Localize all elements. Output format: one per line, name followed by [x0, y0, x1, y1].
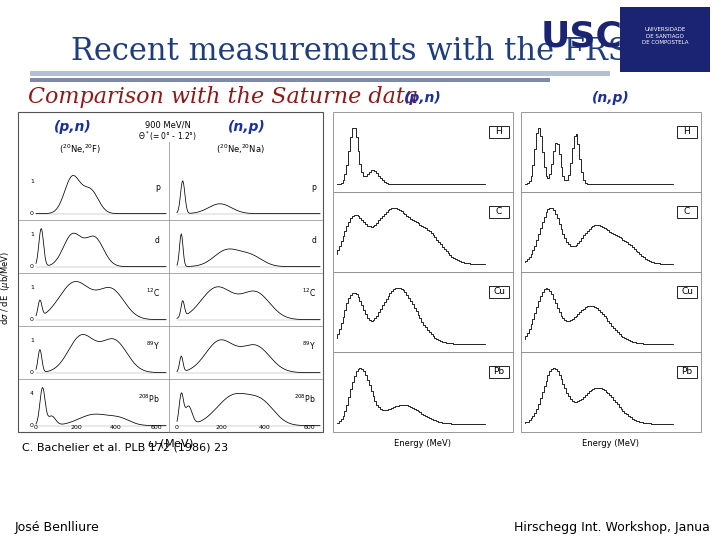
- Text: 0: 0: [30, 370, 34, 375]
- Text: Energy (MeV): Energy (MeV): [395, 440, 451, 449]
- Text: 1: 1: [30, 338, 34, 343]
- Text: Comparison with the Saturne data: Comparison with the Saturne data: [28, 86, 418, 108]
- Text: C: C: [496, 207, 502, 217]
- Text: 400: 400: [110, 425, 122, 430]
- Text: p: p: [311, 183, 316, 192]
- Text: C. Bachelier et al. PLB 172 (1986) 23: C. Bachelier et al. PLB 172 (1986) 23: [22, 442, 228, 452]
- Text: $^{208}$Pb: $^{208}$Pb: [294, 393, 316, 406]
- Bar: [489, 366, 509, 378]
- Bar: [521, 112, 701, 192]
- Text: $^{89}$Y: $^{89}$Y: [302, 340, 316, 352]
- Text: $^{89}$Y: $^{89}$Y: [146, 340, 160, 352]
- Bar: [30, 71, 610, 76]
- Text: 600: 600: [150, 425, 162, 430]
- Bar: [677, 206, 697, 218]
- Text: C: C: [684, 207, 690, 217]
- Text: $^{12}$C: $^{12}$C: [146, 287, 160, 299]
- Text: 1: 1: [30, 179, 34, 184]
- Text: p: p: [155, 183, 160, 192]
- Text: José Benlliure: José Benlliure: [15, 522, 100, 535]
- Text: 0: 0: [30, 423, 34, 428]
- Bar: [30, 78, 550, 82]
- Text: Cu: Cu: [681, 287, 693, 296]
- Bar: [521, 192, 701, 272]
- Text: $^{208}$Pb: $^{208}$Pb: [138, 393, 160, 406]
- Bar: [489, 126, 509, 138]
- Text: 4: 4: [30, 391, 34, 396]
- Bar: [677, 286, 697, 298]
- Text: 200: 200: [70, 425, 82, 430]
- Bar: [677, 126, 697, 138]
- Text: d: d: [155, 235, 160, 245]
- Text: 200: 200: [215, 425, 227, 430]
- Text: 600: 600: [303, 425, 315, 430]
- Text: ($^{20}$Ne,$^{20}$F): ($^{20}$Ne,$^{20}$F): [59, 143, 101, 156]
- Bar: [489, 286, 509, 298]
- Text: (n,p): (n,p): [228, 120, 266, 134]
- Text: 1: 1: [30, 232, 34, 237]
- Text: $\Theta^*$(= 0° - 1.2°): $\Theta^*$(= 0° - 1.2°): [138, 129, 197, 143]
- Text: 1: 1: [30, 285, 34, 289]
- Text: Recent measurements with the FRS: Recent measurements with the FRS: [71, 37, 629, 68]
- Text: Pb: Pb: [493, 368, 505, 376]
- Text: 0: 0: [175, 425, 179, 430]
- Text: d$\sigma$ / dE  ($\mu$b/MeV): d$\sigma$ / dE ($\mu$b/MeV): [0, 251, 12, 325]
- Bar: [333, 112, 513, 192]
- Text: 900 MeV/N: 900 MeV/N: [145, 120, 190, 130]
- Text: 0: 0: [30, 211, 34, 216]
- Text: 0: 0: [34, 425, 38, 430]
- Text: H: H: [495, 127, 503, 137]
- Bar: [333, 352, 513, 432]
- Text: ($^{20}$Ne,$^{20}$Na): ($^{20}$Ne,$^{20}$Na): [216, 143, 265, 156]
- Text: 0: 0: [30, 264, 34, 269]
- Text: 0: 0: [30, 317, 34, 322]
- Text: d: d: [311, 235, 316, 245]
- Text: Pb: Pb: [681, 368, 693, 376]
- Bar: [620, 7, 710, 72]
- Text: Hirschegg Int. Workshop, Janua: Hirschegg Int. Workshop, Janua: [514, 522, 710, 535]
- Bar: [333, 272, 513, 352]
- Text: UNIVERSIDADE
DE SANTIAGO
DE COMPOSTELA: UNIVERSIDADE DE SANTIAGO DE COMPOSTELA: [642, 27, 688, 45]
- Text: H: H: [683, 127, 690, 137]
- Bar: [18, 112, 323, 432]
- Bar: [489, 206, 509, 218]
- Text: Energy (MeV): Energy (MeV): [582, 440, 639, 449]
- Bar: [521, 352, 701, 432]
- Text: (n,p): (n,p): [592, 91, 630, 105]
- Text: (p,n): (p,n): [404, 91, 442, 105]
- Bar: [333, 192, 513, 272]
- Text: 400: 400: [259, 425, 271, 430]
- Text: $^{12}$C: $^{12}$C: [302, 287, 316, 299]
- Bar: [677, 366, 697, 378]
- Text: (p,n): (p,n): [54, 120, 92, 134]
- Text: Cu: Cu: [493, 287, 505, 296]
- Bar: [521, 272, 701, 352]
- Text: $\omega$ (MeV): $\omega$ (MeV): [147, 437, 194, 450]
- Text: USC: USC: [541, 19, 623, 53]
